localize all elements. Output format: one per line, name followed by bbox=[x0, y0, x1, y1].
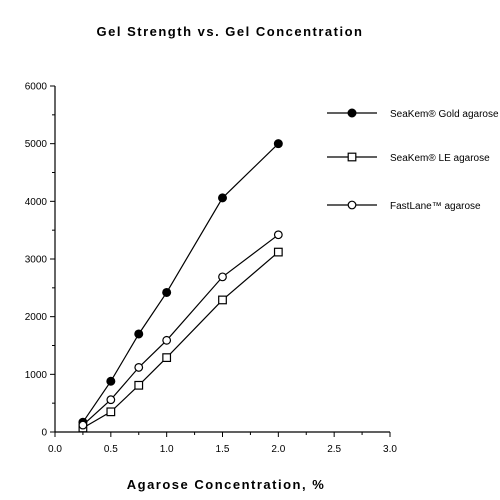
series-line bbox=[82, 234, 279, 426]
data-point bbox=[134, 380, 144, 390]
y-tick-label: 2000 bbox=[25, 312, 48, 323]
data-point bbox=[218, 295, 227, 305]
legend-entry: FastLane™ agarose bbox=[327, 200, 481, 212]
axes: 0 1000 2000 3000 4000 5000 6000 0.0 0.5 1.0 1.5 2.0… bbox=[25, 82, 398, 456]
legend-marker bbox=[347, 152, 357, 162]
y-tick-label: 0 bbox=[41, 428, 47, 439]
x-tick-label: 3.0 bbox=[383, 444, 397, 455]
data-point bbox=[162, 287, 172, 297]
series-1 bbox=[78, 247, 283, 433]
legend-label: SeaKem® Gold agarose bbox=[390, 109, 499, 120]
y-tick-label: 5000 bbox=[25, 139, 48, 150]
data-point bbox=[273, 230, 283, 240]
x-tick-label: 2.5 bbox=[327, 444, 341, 455]
data-point bbox=[106, 376, 116, 386]
y-tick-label: 3000 bbox=[25, 255, 48, 266]
data-point bbox=[218, 272, 227, 282]
y-tick-label: 6000 bbox=[25, 82, 48, 93]
data-point bbox=[162, 335, 172, 345]
data-point bbox=[134, 363, 144, 372]
x-tick-label: 0.0 bbox=[48, 444, 62, 455]
legend-label: SeaKem® LE agarose bbox=[390, 153, 490, 164]
legend-marker bbox=[347, 108, 357, 118]
y-tick-label: 4000 bbox=[25, 197, 48, 208]
chart-title: Gel Strength vs. Gel Concentration bbox=[97, 24, 364, 39]
data-point bbox=[273, 139, 283, 149]
x-axis-label: Agarose Concentration, % bbox=[127, 477, 326, 492]
legend: SeaKem® Gold agarose SeaKem® LE agarose Fa… bbox=[327, 108, 499, 212]
data-point bbox=[106, 407, 116, 417]
x-tick-label: 2.0 bbox=[271, 444, 285, 455]
data-point bbox=[134, 329, 144, 339]
x-tick-label: 0.5 bbox=[104, 444, 118, 455]
legend-entry: SeaKem® Gold agarose bbox=[327, 108, 499, 120]
series-line bbox=[82, 143, 279, 423]
x-tick-label: 1.0 bbox=[160, 444, 174, 455]
data-point bbox=[273, 247, 283, 257]
y-tick-label: 1000 bbox=[25, 370, 48, 381]
data-point bbox=[106, 395, 116, 405]
legend-entry: SeaKem® LE agarose bbox=[327, 152, 490, 164]
series-line bbox=[82, 251, 279, 429]
series-layer bbox=[78, 139, 283, 433]
legend-marker bbox=[347, 200, 357, 210]
series-2 bbox=[78, 230, 283, 430]
data-point bbox=[162, 353, 172, 363]
series-0 bbox=[78, 139, 283, 427]
x-tick-label: 1.5 bbox=[216, 444, 230, 455]
legend-label: FastLane™ agarose bbox=[390, 201, 481, 212]
data-point bbox=[78, 420, 88, 430]
data-point bbox=[218, 193, 227, 203]
